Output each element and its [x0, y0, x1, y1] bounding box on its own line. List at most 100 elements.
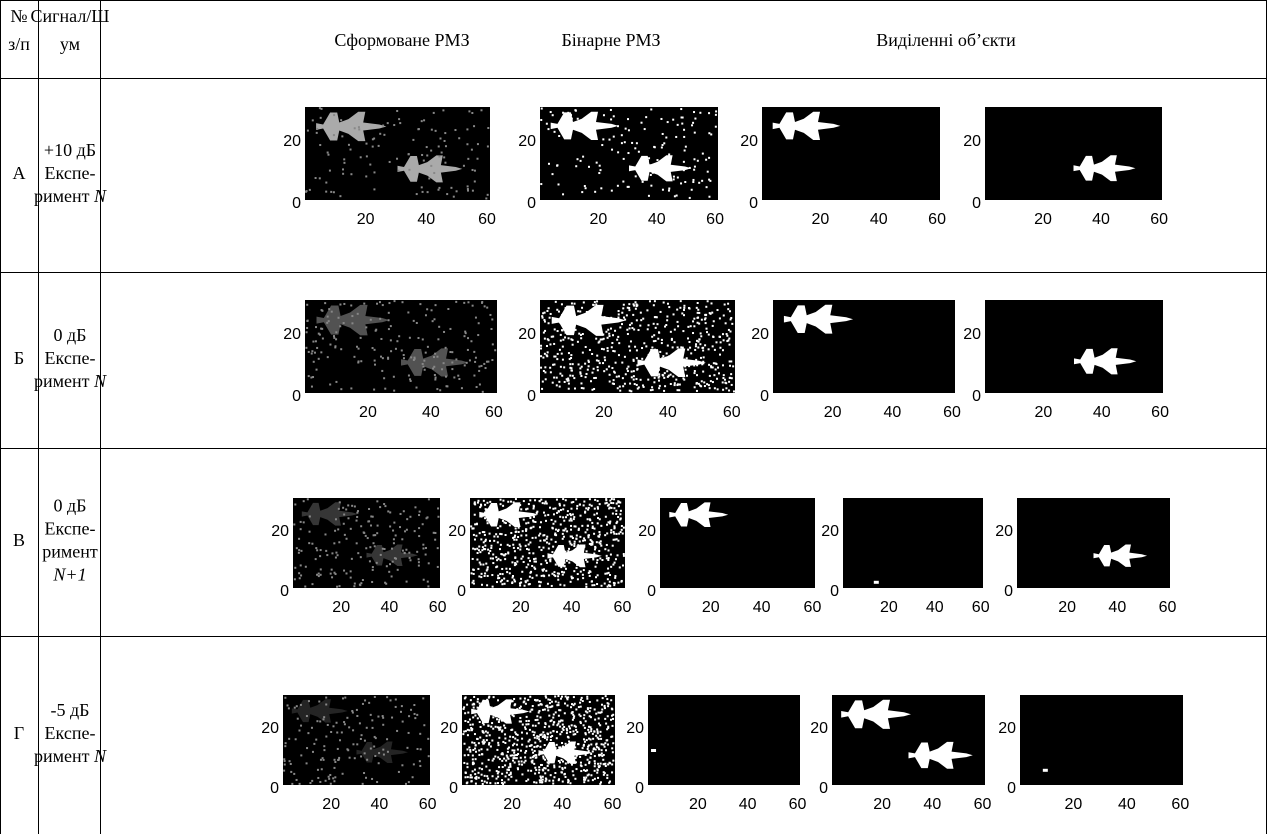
noise: [473, 573, 475, 575]
noise: [604, 746, 606, 748]
noise: [545, 560, 547, 562]
noise: [607, 705, 609, 707]
noise: [565, 516, 567, 518]
noise: [561, 571, 563, 573]
noise: [614, 527, 616, 529]
noise: [366, 759, 368, 761]
noise: [588, 762, 590, 764]
noise: [312, 341, 314, 343]
noise: [500, 503, 502, 505]
noise: [317, 777, 319, 779]
noise: [422, 191, 424, 193]
noise: [583, 546, 585, 548]
noise: [426, 146, 428, 148]
noise: [723, 339, 725, 341]
noise: [500, 559, 502, 561]
radar-image: [305, 107, 490, 200]
noise: [378, 752, 380, 754]
noise: [600, 187, 602, 189]
noise: [451, 361, 453, 363]
noise: [320, 574, 322, 576]
noise: [425, 352, 427, 354]
noise: [579, 536, 581, 538]
noise: [580, 571, 582, 573]
noise: [689, 347, 691, 349]
y-tick-label: 20: [518, 133, 536, 150]
noise: [473, 580, 475, 582]
noise: [534, 699, 536, 701]
noise: [585, 770, 587, 772]
noise: [548, 780, 550, 782]
noise: [675, 136, 677, 138]
noise: [365, 547, 367, 549]
noise: [525, 703, 527, 705]
noise: [464, 743, 466, 745]
noise: [610, 532, 612, 534]
noise: [477, 334, 479, 336]
noise: [306, 190, 308, 192]
noise: [708, 364, 710, 366]
noise: [668, 375, 670, 377]
x-tick-label: 20: [595, 404, 613, 421]
noise: [623, 555, 625, 557]
noise: [578, 714, 580, 716]
noise: [371, 581, 373, 583]
noise: [423, 160, 425, 162]
noise: [392, 561, 394, 563]
noise: [331, 569, 333, 571]
noise: [421, 154, 423, 156]
noise: [384, 388, 386, 390]
noise: [427, 346, 429, 348]
noise: [422, 363, 424, 365]
noise: [476, 548, 478, 550]
noise: [466, 766, 468, 768]
noise: [423, 579, 425, 581]
signal-text: римент N: [34, 186, 107, 206]
noise: [607, 350, 609, 352]
noise: [560, 340, 562, 342]
noise: [538, 754, 540, 756]
noise: [597, 535, 599, 537]
noise: [587, 369, 589, 371]
noise: [494, 349, 496, 351]
noise: [515, 527, 517, 529]
noise: [341, 135, 343, 137]
noise: [549, 706, 551, 708]
noise: [610, 317, 612, 319]
noise: [472, 548, 474, 550]
noise: [668, 187, 670, 189]
noise: [316, 549, 318, 551]
noise: [540, 367, 542, 369]
noise: [588, 572, 590, 574]
noise: [596, 541, 598, 543]
noise: [719, 336, 721, 338]
noise: [603, 774, 605, 776]
noise: [561, 749, 563, 751]
noise: [477, 701, 479, 703]
noise: [694, 118, 696, 120]
noise: [633, 305, 635, 307]
noise: [564, 336, 566, 338]
noise: [594, 760, 596, 762]
noise: [573, 570, 575, 572]
noise: [413, 763, 415, 765]
noise: [340, 388, 342, 390]
noise: [352, 743, 354, 745]
noise: [603, 338, 605, 340]
noise: [524, 752, 526, 754]
noise: [294, 707, 296, 709]
noise: [729, 310, 731, 312]
noise: [487, 515, 489, 517]
noise: [374, 545, 376, 547]
noise: [466, 781, 468, 783]
noise: [520, 535, 522, 537]
noise: [393, 390, 395, 392]
noise: [498, 766, 500, 768]
noise: [609, 762, 611, 764]
noise: [586, 739, 588, 741]
noise: [549, 558, 551, 560]
noise: [568, 352, 570, 354]
noise: [545, 777, 547, 779]
noise: [650, 185, 652, 187]
image-background: [1017, 498, 1170, 588]
